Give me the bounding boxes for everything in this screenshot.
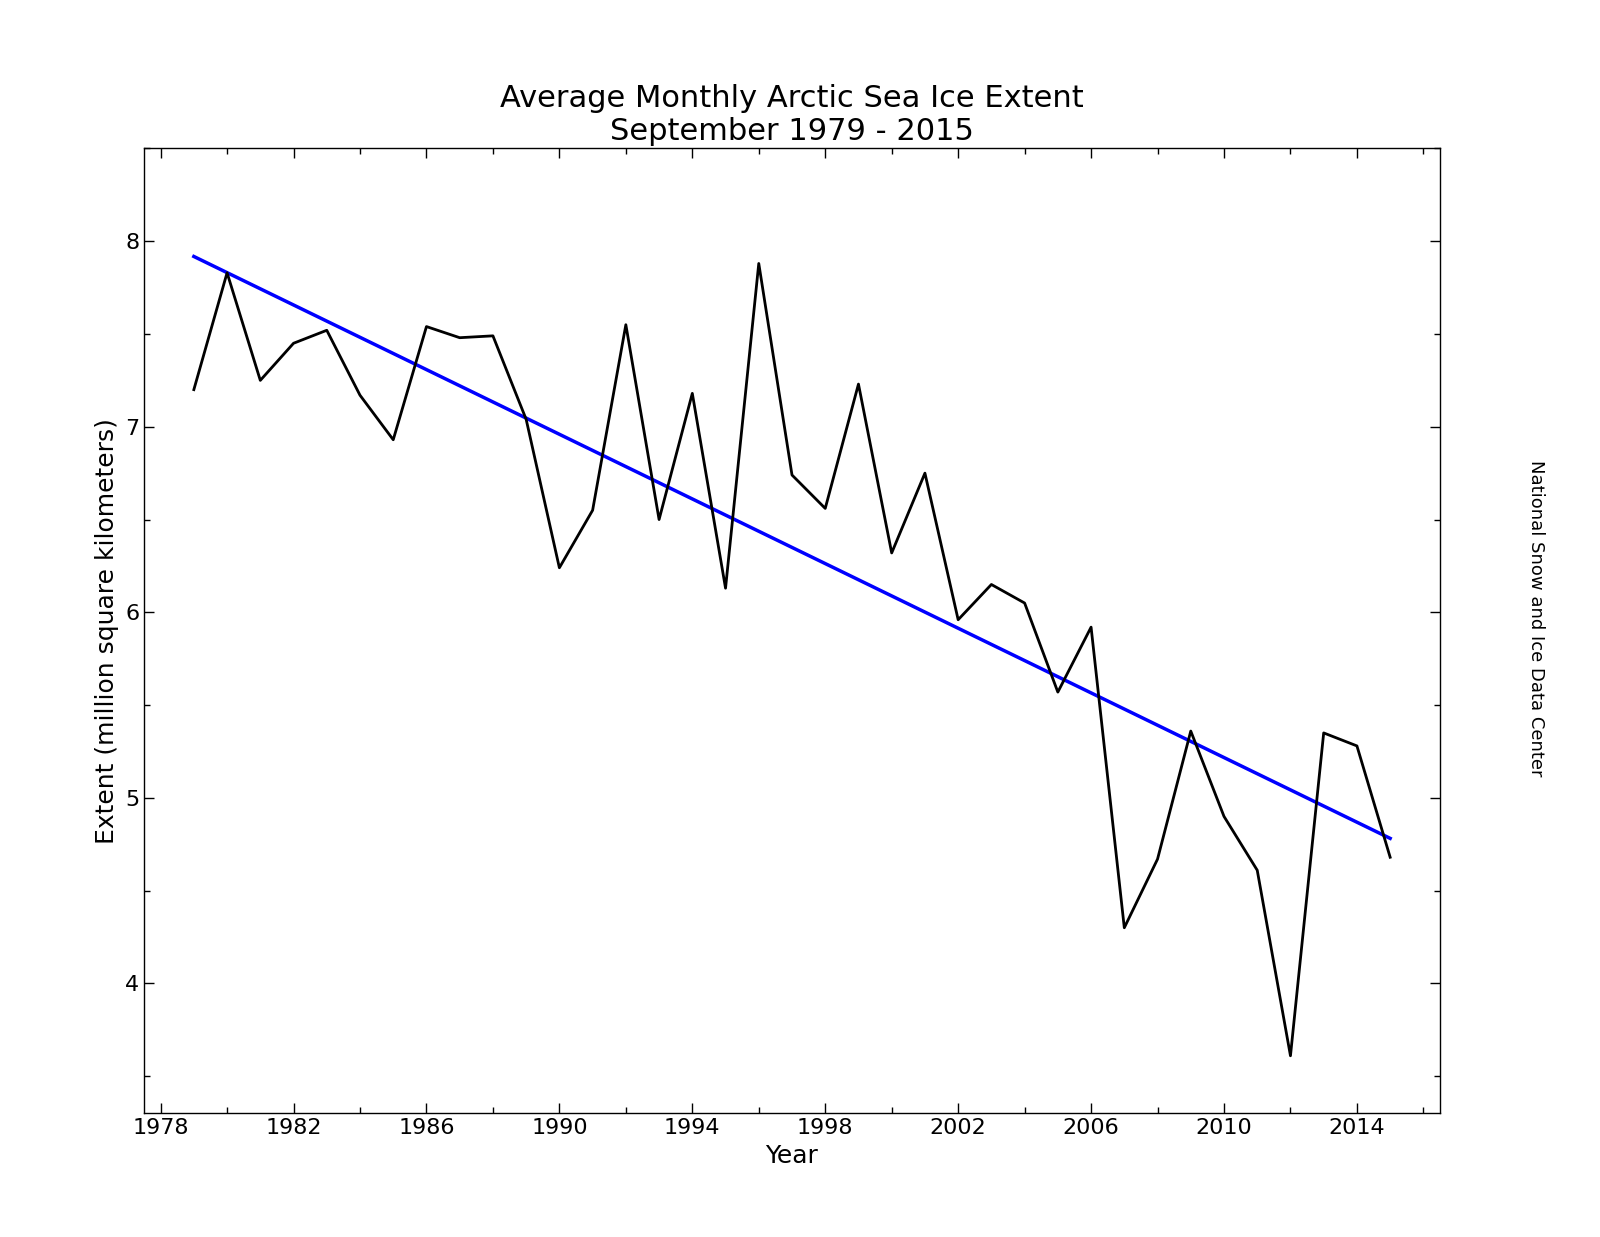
- Y-axis label: Extent (million square kilometers): Extent (million square kilometers): [96, 418, 120, 844]
- Title: Average Monthly Arctic Sea Ice Extent
September 1979 - 2015: Average Monthly Arctic Sea Ice Extent Se…: [501, 84, 1083, 146]
- X-axis label: Year: Year: [765, 1144, 819, 1168]
- Text: National Snow and Ice Data Center: National Snow and Ice Data Center: [1526, 460, 1546, 777]
